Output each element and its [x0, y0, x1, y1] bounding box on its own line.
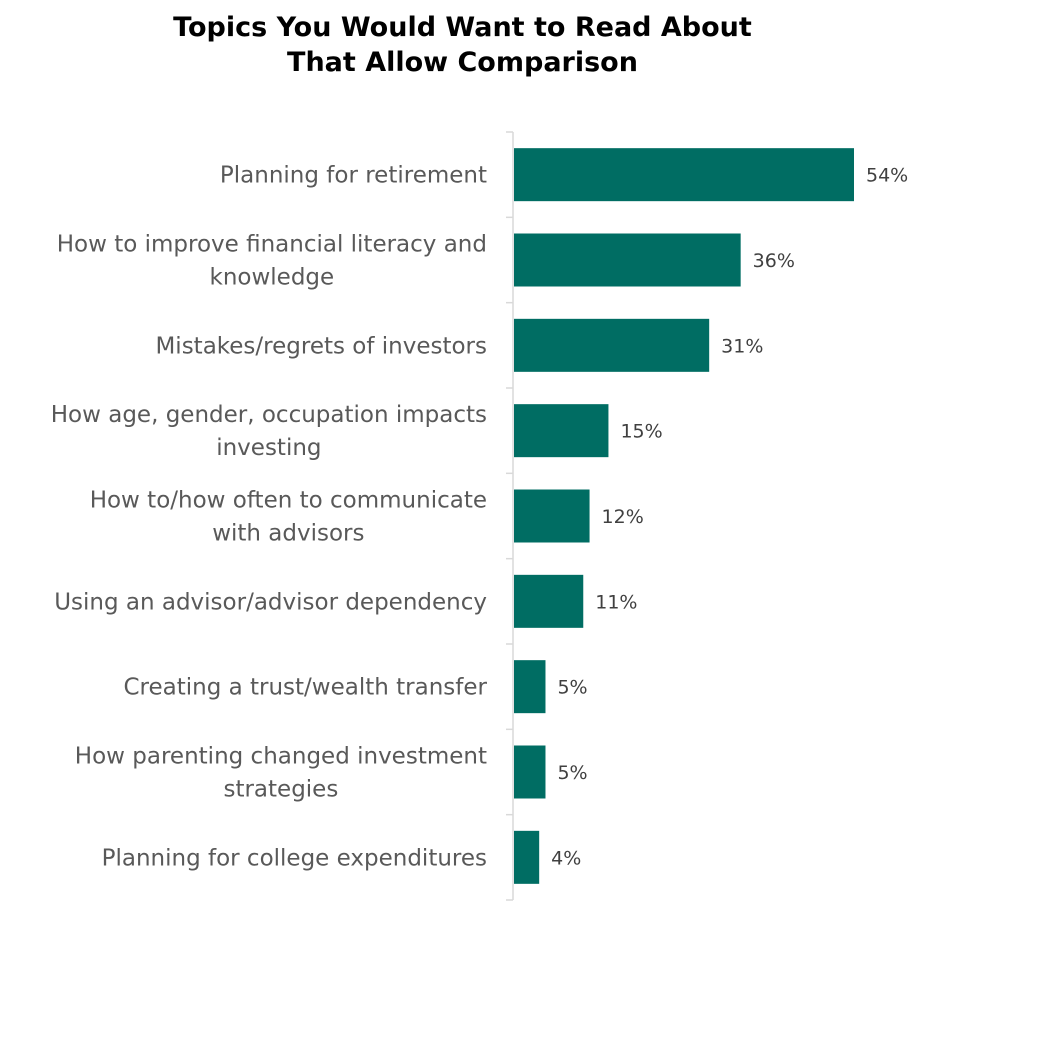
- category-label: How age, gender, occupation impacts inves…: [51, 402, 487, 461]
- bar: [514, 318, 710, 372]
- data-label: 15%: [620, 421, 662, 443]
- data-label: 54%: [866, 165, 908, 187]
- data-label: 31%: [721, 335, 763, 357]
- data-label: 4%: [551, 847, 581, 869]
- category-label: Mistakes/regrets of investors: [155, 333, 487, 359]
- category-label: Planning for college expenditures: [102, 845, 487, 871]
- data-label: 12%: [602, 506, 644, 528]
- bar: [514, 830, 540, 884]
- category-label: Using an advisor/advisor dependency: [54, 589, 487, 615]
- data-label: 36%: [753, 250, 795, 272]
- category-label: Creating a trust/wealth transfer: [123, 675, 487, 701]
- bar: [514, 660, 546, 714]
- category-label: How parenting changed investment strategi…: [75, 744, 487, 803]
- data-label: 5%: [557, 762, 587, 784]
- bar: [514, 745, 546, 799]
- bar: [514, 574, 584, 628]
- data-label: 11%: [595, 591, 637, 613]
- category-label: Planning for retirement: [220, 163, 487, 189]
- category-label: How to/how often to communicate with advi…: [90, 488, 487, 547]
- bar: [514, 148, 854, 202]
- bar: [514, 489, 590, 543]
- bar: [514, 404, 609, 458]
- data-label: 5%: [557, 677, 587, 699]
- category-label: How to improve financial literacy and kno…: [57, 232, 487, 291]
- bar: [514, 233, 741, 287]
- chart-title: Topics You Would Want to Read About That…: [173, 12, 752, 78]
